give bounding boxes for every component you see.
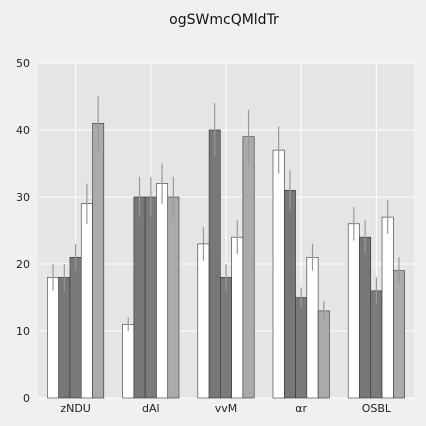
- x-tick-label: zNDU: [60, 402, 91, 415]
- bar: [283, 190, 296, 399]
- bar: [92, 123, 105, 399]
- bar: [197, 243, 210, 399]
- chart-title: ogSWmcQMldTr: [169, 12, 279, 28]
- bar: [381, 216, 394, 399]
- error-bars: [52, 96, 400, 331]
- bar: [208, 129, 221, 399]
- bar: [306, 256, 319, 399]
- bar: [144, 196, 157, 399]
- bar: [122, 323, 135, 399]
- bar: [359, 236, 372, 399]
- bar: [317, 310, 330, 399]
- bar: [295, 297, 308, 399]
- y-tick-label: 0: [23, 392, 30, 405]
- y-tick-label: 20: [16, 258, 30, 271]
- bar: [133, 196, 146, 399]
- y-tick-label: 10: [16, 325, 30, 338]
- bar: [393, 270, 405, 399]
- x-tick-label: vvM: [215, 402, 238, 415]
- bars: [47, 123, 405, 399]
- bar: [47, 277, 59, 399]
- bar: [167, 196, 180, 399]
- y-tick-label: 30: [16, 191, 30, 204]
- x-tick-label: OSBL: [362, 402, 392, 415]
- bar: [220, 277, 232, 399]
- bar: [347, 223, 360, 399]
- x-tick-label: αr: [295, 402, 307, 415]
- bar: [242, 136, 255, 399]
- x-tick-label: dAl: [142, 402, 160, 415]
- bar: [69, 256, 82, 399]
- bar: [80, 203, 93, 399]
- bar: [58, 277, 71, 399]
- bar: [370, 290, 383, 399]
- y-tick-label: 50: [16, 57, 30, 70]
- bar: [156, 183, 169, 399]
- y-tick-label: 40: [16, 124, 30, 137]
- bar: [272, 149, 285, 399]
- x-axis: zNDU dAl vvM αr OSBL: [60, 402, 392, 415]
- bar: [231, 236, 244, 399]
- y-axis: 0 10 20 30 40 50: [16, 57, 30, 405]
